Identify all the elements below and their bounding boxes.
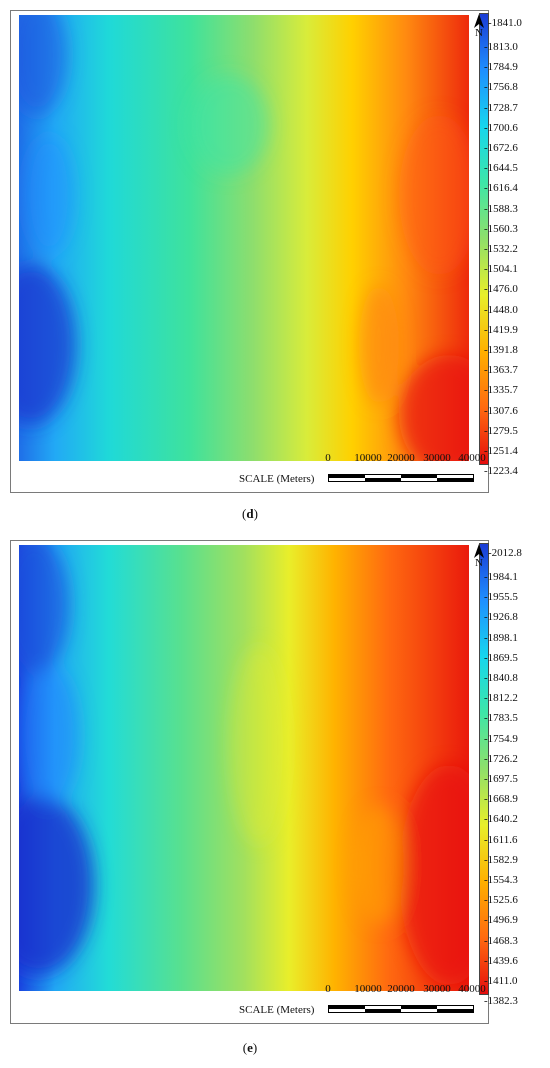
caption-letter-d: d <box>246 506 254 521</box>
legend-label: -1616.4 <box>484 182 518 195</box>
north-arrow-d: N <box>472 14 486 39</box>
legend-label: -1926.8 <box>484 611 518 624</box>
north-arrow-icon <box>474 14 484 28</box>
legend-label: -1504.1 <box>484 263 518 276</box>
legend-label: -1363.7 <box>484 364 518 377</box>
legend-label: -1279.5 <box>484 424 518 437</box>
legend-label: -1672.6 <box>484 142 518 154</box>
legend-label: -1439.6 <box>484 954 518 967</box>
scale-tick-label: 20000 <box>387 983 415 995</box>
legend-label: -1223.4 <box>484 465 518 478</box>
map-panel-e: N -2012.8 -1984.1 -1955.5 -1926.8 -1898.1 -18… <box>10 540 522 1024</box>
legend-label: -1984.1 <box>484 571 518 583</box>
legend-label: -1588.3 <box>484 202 518 215</box>
legend-label: -1496.9 <box>484 914 518 927</box>
legend-label: -1898.1 <box>484 631 518 644</box>
legend-label: -1841.0 <box>488 17 522 29</box>
scale-tick-label: 0 <box>325 983 331 995</box>
color-legend-bar-d <box>479 13 489 465</box>
legend-label: -1784.9 <box>484 61 518 74</box>
caption-d: (d) <box>242 506 258 521</box>
legend-label: -1668.9 <box>484 793 518 806</box>
legend-label: -1554.3 <box>484 874 518 886</box>
scale-tick-label: 10000 <box>354 452 382 464</box>
scale-ticks-e: 0 10000 20000 30000 40000 <box>325 983 486 997</box>
scale-title-e: SCALE (Meters) <box>239 1004 315 1016</box>
scale-tick-label: 20000 <box>387 452 415 464</box>
legend-label: -1382.3 <box>484 995 518 1008</box>
legend-label: -1840.8 <box>484 672 518 684</box>
legend-label: -1582.9 <box>484 853 518 866</box>
scale-tick-label: 0 <box>325 452 331 464</box>
legend-label: -1335.7 <box>484 384 518 397</box>
north-arrow-icon <box>474 544 484 558</box>
scale-bar-graphic-d <box>328 474 474 482</box>
scale-tick-label: 40000 <box>458 452 486 464</box>
legend-label: -1611.6 <box>484 833 518 846</box>
elevation-map-e <box>19 545 469 991</box>
legend-label: -1813.0 <box>484 41 518 53</box>
legend-label: -1812.2 <box>484 692 518 705</box>
legend-label: -1756.8 <box>484 81 518 94</box>
legend-label: -1640.2 <box>484 813 518 826</box>
elevation-raster-d <box>19 15 469 461</box>
scale-bar-graphic-e <box>328 1005 474 1013</box>
legend-label: -1251.4 <box>484 445 518 457</box>
legend-label: -2012.8 <box>488 547 522 559</box>
north-arrow-e: N <box>472 544 486 569</box>
legend-label: -1728.7 <box>484 101 518 114</box>
scale-tick-label: 10000 <box>354 983 382 995</box>
legend-label: -1391.8 <box>484 344 518 356</box>
legend-label: -1560.3 <box>484 222 518 235</box>
scale-ticks-d: 0 10000 20000 30000 40000 <box>325 452 486 466</box>
map-panel-d: N -1841.0 -1813.0 -1784.9 -1756.8 -1728.7 -17… <box>10 10 522 493</box>
legend-label: -1700.6 <box>484 121 518 134</box>
legend-label: -1448.0 <box>484 303 518 316</box>
scale-bar-d: 0 10000 20000 30000 40000 SCALE (Meters) <box>239 452 486 486</box>
caption-letter-e: e <box>247 1040 253 1055</box>
elevation-map-d <box>19 15 469 461</box>
scale-title-d: SCALE (Meters) <box>239 473 315 485</box>
color-legend-bar-e <box>479 543 489 995</box>
legend-label: -1644.5 <box>484 162 518 175</box>
legend-label: -1726.2 <box>484 752 518 765</box>
scale-tick-label: 30000 <box>423 452 451 464</box>
elevation-raster-e <box>19 545 469 991</box>
legend-label: -1869.5 <box>484 651 518 664</box>
north-label-d: N <box>475 27 483 39</box>
legend-label: -1697.5 <box>484 773 518 785</box>
scale-tick-label: 30000 <box>423 983 451 995</box>
legend-label: -1419.9 <box>484 323 518 336</box>
legend-label: -1307.6 <box>484 404 518 417</box>
legend-label: -1468.3 <box>484 934 518 947</box>
caption-e: (e) <box>242 1040 258 1055</box>
legend-label: -1476.0 <box>484 283 518 296</box>
legend-label: -1532.2 <box>484 243 518 255</box>
legend-label: -1955.5 <box>484 591 518 604</box>
north-label-e: N <box>475 557 483 569</box>
legend-label: -1754.9 <box>484 732 518 745</box>
legend-label: -1411.0 <box>484 975 518 987</box>
scale-bar-e: 0 10000 20000 30000 40000 SCALE (Meters) <box>239 983 486 1017</box>
legend-label: -1783.5 <box>484 712 518 725</box>
legend-label: -1525.6 <box>484 894 518 907</box>
scale-tick-label: 40000 <box>458 983 486 995</box>
